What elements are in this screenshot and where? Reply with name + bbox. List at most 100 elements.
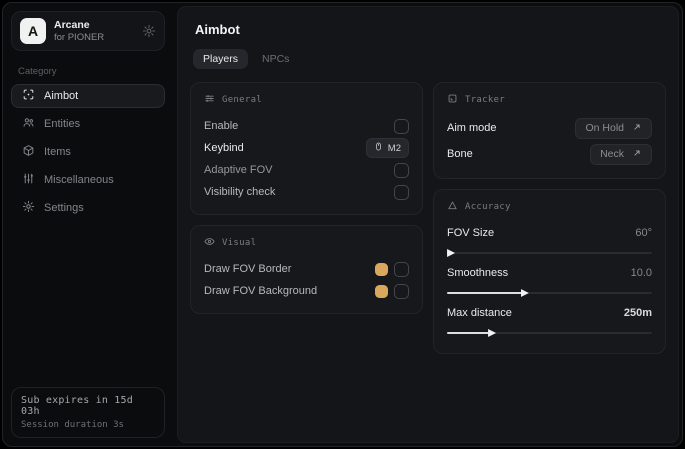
sidebar-item-entities[interactable]: Entities	[11, 112, 165, 136]
visual-card-header: Visual	[204, 236, 409, 250]
max-distance-slider[interactable]	[447, 329, 652, 337]
tab-npcs[interactable]: NPCs	[262, 53, 290, 65]
focus-icon	[447, 93, 458, 107]
fov-size-value: 60°	[635, 227, 652, 239]
keybind-button[interactable]: M2	[365, 138, 409, 158]
header-gear-icon[interactable]	[142, 24, 156, 38]
smoothness-group: Smoothness 10.0	[447, 262, 652, 297]
setting-row-enable: Enable	[204, 115, 409, 137]
expand-icon	[632, 148, 642, 161]
setting-row-visibility-check: Visibility check	[204, 181, 409, 203]
fov-size-slider[interactable]	[447, 249, 652, 257]
slider-fill	[447, 292, 523, 294]
tracker-card-header: Tracker	[447, 93, 652, 107]
eye-icon	[204, 236, 215, 250]
setting-label: Enable	[204, 120, 239, 132]
enable-checkbox[interactable]	[394, 118, 409, 134]
sub-expires-text: Sub expires in 15d 03h	[21, 395, 133, 417]
sidebar-item-miscellaneous[interactable]: Miscellaneous	[11, 168, 165, 192]
setting-row-fov-background: Draw FOV Background	[204, 280, 409, 302]
app-name: Arcane	[54, 18, 90, 31]
fov-border-color-swatch[interactable]	[375, 262, 388, 276]
smoothness-slider[interactable]	[447, 289, 652, 297]
card-title: Visual	[222, 238, 257, 248]
expand-icon	[632, 122, 642, 135]
card-title: Tracker	[465, 95, 506, 105]
tracker-card: Tracker Aim mode On Hold	[433, 82, 666, 179]
setting-label: Bone	[447, 148, 473, 160]
fov-border-checkbox[interactable]	[394, 261, 409, 277]
visual-card: Visual Draw FOV Border Draw FOV Backgrou…	[190, 225, 423, 314]
sidebar-item-settings[interactable]: Settings	[11, 196, 165, 220]
slider-thumb[interactable]	[447, 249, 456, 257]
control-group	[375, 283, 409, 299]
accuracy-card: Accuracy FOV Size 60°	[433, 189, 666, 354]
sidebar-nav: Aimbot Entities	[11, 84, 165, 220]
slider-header: FOV Size 60°	[447, 222, 652, 244]
bone-select[interactable]: Neck	[590, 143, 652, 165]
control-group	[375, 261, 409, 277]
slider-header: Smoothness 10.0	[447, 262, 652, 284]
setting-row-keybind: Keybind M2	[204, 137, 409, 159]
crosshair-icon	[22, 88, 35, 104]
sidebar-item-items[interactable]: Items	[11, 140, 165, 164]
setting-label: Draw FOV Background	[204, 285, 318, 297]
sidebar-item-aimbot[interactable]: Aimbot	[11, 84, 165, 108]
general-card-header: General	[204, 93, 409, 107]
setting-row-adaptive-fov: Adaptive FOV	[204, 159, 409, 181]
sidebar-item-label: Entities	[44, 118, 81, 130]
accuracy-card-header: Accuracy	[447, 200, 652, 214]
setting-label: Aim mode	[447, 122, 497, 134]
adaptive-fov-checkbox[interactable]	[394, 162, 409, 178]
setting-label: Max distance	[447, 307, 512, 319]
triangle-icon	[447, 200, 458, 214]
setting-row-aim-mode: Aim mode On Hold	[447, 115, 652, 141]
setting-row-fov-border: Draw FOV Border	[204, 258, 409, 280]
keybind-value: M2	[387, 142, 401, 154]
select-value: On Hold	[585, 122, 624, 134]
sidebar: A Arcane for PIONER Category	[3, 3, 173, 446]
setting-label: Draw FOV Border	[204, 263, 292, 275]
package-icon	[22, 144, 35, 160]
visibility-check-checkbox[interactable]	[394, 184, 409, 200]
slider-fill	[447, 332, 491, 334]
setting-label: FOV Size	[447, 227, 495, 239]
slider-header: Max distance 250m	[447, 302, 652, 324]
setting-row-bone: Bone Neck	[447, 141, 652, 167]
right-column: Tracker Aim mode On Hold	[433, 82, 666, 354]
setting-label: Adaptive FOV	[204, 164, 273, 176]
slider-thumb[interactable]	[520, 289, 529, 297]
sidebar-item-label: Miscellaneous	[44, 174, 114, 186]
sidebar-item-label: Aimbot	[44, 90, 79, 102]
aim-mode-select[interactable]: On Hold	[575, 117, 652, 139]
subscription-info: Sub expires in 15d 03h Session duration …	[11, 387, 165, 438]
category-label: Category	[18, 66, 57, 77]
sliders-icon	[22, 172, 35, 188]
smoothness-value: 10.0	[630, 267, 652, 279]
gear-icon	[22, 200, 35, 216]
fov-background-checkbox[interactable]	[394, 283, 409, 299]
app-logo: A	[20, 18, 46, 44]
setting-label: Smoothness	[447, 267, 509, 279]
slider-thumb[interactable]	[488, 329, 497, 337]
card-title: Accuracy	[465, 202, 511, 212]
app-subtitle: for PIONER	[54, 31, 105, 43]
brand-card: A Arcane for PIONER	[11, 11, 165, 51]
setting-label: Keybind	[204, 142, 244, 154]
setting-label: Visibility check	[204, 186, 276, 198]
main-panel: Aimbot Players NPCs	[177, 6, 679, 443]
max-distance-value: 250m	[623, 307, 652, 319]
entities-icon	[22, 116, 35, 132]
brand-text: Arcane for PIONER	[54, 19, 134, 44]
fov-background-color-swatch[interactable]	[375, 284, 388, 298]
general-card: General Enable Keybind	[190, 82, 423, 215]
card-title: General	[222, 95, 263, 105]
fov-size-group: FOV Size 60°	[447, 222, 652, 257]
cards-grid: General Enable Keybind	[190, 82, 666, 354]
tab-players[interactable]: Players	[193, 49, 249, 69]
sidebar-item-label: Items	[44, 146, 71, 158]
select-value: Neck	[600, 148, 624, 160]
mouse-icon	[374, 141, 383, 155]
left-column: General Enable Keybind	[190, 82, 423, 314]
